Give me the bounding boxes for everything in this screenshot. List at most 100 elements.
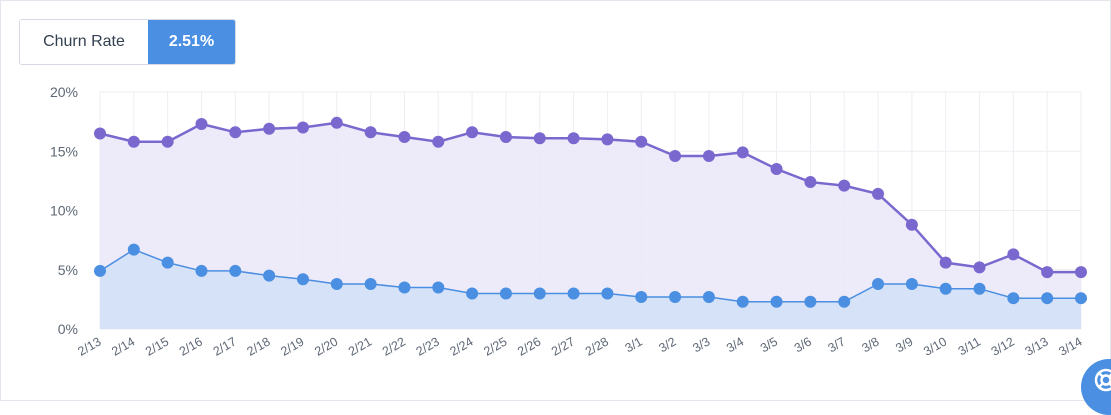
x-tick-label: 2/26 <box>515 334 543 358</box>
churn-rate-metric[interactable]: Churn Rate 2.51% <box>19 19 236 65</box>
y-tick-label: 0% <box>58 321 78 337</box>
series-2-point <box>296 273 309 286</box>
x-tick-label: 3/1 <box>623 334 645 355</box>
series-1-point <box>499 131 512 144</box>
churn-rate-chart: 0% 5% 10% 15% 20% 2/13 2/14 2/15 2/16 2/17 2/18 2/1… <box>50 84 1087 359</box>
metric-value: 2.51% <box>148 20 235 64</box>
x-tick-label: 2/18 <box>245 334 273 358</box>
series-1-point <box>127 135 140 148</box>
series-1-point <box>94 127 106 140</box>
x-tick-label: 2/20 <box>312 334 340 358</box>
series-1-point <box>1075 266 1087 279</box>
series-1-point <box>736 146 749 159</box>
series-2-point <box>161 256 174 269</box>
series-1-area <box>100 122 1081 329</box>
series-1-point <box>838 179 851 192</box>
x-tick-label: 2/16 <box>177 334 205 358</box>
series-2-point <box>263 269 276 282</box>
y-tick-label: 5% <box>58 262 78 278</box>
series-1-point <box>567 132 580 145</box>
x-tick-label: 2/24 <box>448 334 476 358</box>
lifebuoy-icon <box>1094 368 1111 392</box>
series-1-point <box>195 117 208 130</box>
series-1-point <box>702 149 715 162</box>
series-2-point <box>770 295 783 308</box>
series-2-point <box>669 291 682 304</box>
series-2-point <box>872 277 885 290</box>
x-tick-label: 2/17 <box>211 334 239 358</box>
series-2-point <box>195 264 208 277</box>
x-tick-label: 3/3 <box>690 334 712 355</box>
series-2-point <box>466 287 479 300</box>
x-tick-label: 3/6 <box>792 334 814 355</box>
series-2-point <box>330 277 343 290</box>
series-2-area <box>100 249 1081 329</box>
y-tick-label: 20% <box>50 84 78 100</box>
series-1-point <box>533 132 546 145</box>
x-tick-label: 2/25 <box>481 334 509 358</box>
series-2-point <box>127 243 140 256</box>
series-1-point <box>263 122 276 135</box>
series-2-point <box>736 295 749 308</box>
series-2-point <box>499 287 512 300</box>
series-2-point <box>939 282 952 295</box>
x-tick-label: 3/12 <box>989 334 1017 358</box>
series-1-point <box>872 187 885 200</box>
series-1-point <box>161 135 174 148</box>
series-2-point <box>635 291 648 304</box>
series-1-point <box>1007 248 1020 261</box>
series-2-point <box>1041 292 1054 305</box>
x-tick-label: 2/13 <box>75 334 103 358</box>
y-tick-label: 10% <box>50 203 78 219</box>
x-tick-label: 3/2 <box>657 334 679 355</box>
series-1-point <box>364 126 377 139</box>
series-2-point <box>1007 292 1020 305</box>
series-2-point <box>702 291 715 304</box>
series-1-point <box>601 133 614 146</box>
series-1-point <box>973 261 986 274</box>
x-tick-label: 3/4 <box>724 334 746 355</box>
series-1-point <box>432 135 445 148</box>
x-tick-label: 3/10 <box>921 334 949 358</box>
metric-label: Churn Rate <box>20 20 148 64</box>
series-2-point <box>838 295 851 308</box>
x-tick-label: 3/7 <box>826 334 848 355</box>
x-tick-label: 3/13 <box>1023 334 1051 358</box>
series-2-point <box>601 287 614 300</box>
x-tick-label: 2/23 <box>414 334 442 358</box>
x-tick-label: 2/21 <box>346 334 374 358</box>
x-tick-label: 3/11 <box>956 334 983 358</box>
series-1-point <box>1041 266 1054 279</box>
x-tick-label: 3/9 <box>893 334 915 355</box>
series-2-point <box>567 287 580 300</box>
series-1-point <box>330 116 343 129</box>
x-tick-label: 2/27 <box>549 334 577 358</box>
x-tick-label: 2/14 <box>109 334 137 358</box>
series-2-point <box>432 281 445 294</box>
x-tick-label: 2/22 <box>380 334 408 358</box>
series-1-point <box>804 176 817 189</box>
x-tick-label: 2/15 <box>143 334 171 358</box>
series-2-point <box>94 264 106 277</box>
series-1-point <box>939 256 952 269</box>
series-1-point <box>229 126 242 139</box>
series-1-point <box>770 163 783 176</box>
series-2-point <box>973 282 986 295</box>
series-2-point <box>364 277 377 290</box>
x-tick-label: 2/19 <box>278 334 306 358</box>
series-2-point <box>229 264 242 277</box>
series-1-point <box>398 131 411 144</box>
y-tick-label: 15% <box>50 143 78 159</box>
x-tick-label: 2/28 <box>583 334 611 358</box>
x-tick-label: 3/5 <box>758 334 780 355</box>
series-1-point <box>635 135 648 148</box>
series-2-point <box>905 277 918 290</box>
x-tick-label: 3/14 <box>1056 334 1084 358</box>
x-tick-label: 3/8 <box>859 334 881 355</box>
series-2-point <box>804 295 817 308</box>
series-1-point <box>669 149 682 162</box>
series-1-point <box>296 121 309 134</box>
series-1-point <box>466 126 479 139</box>
series-2-point <box>1075 292 1087 305</box>
series-2-point <box>533 287 546 300</box>
